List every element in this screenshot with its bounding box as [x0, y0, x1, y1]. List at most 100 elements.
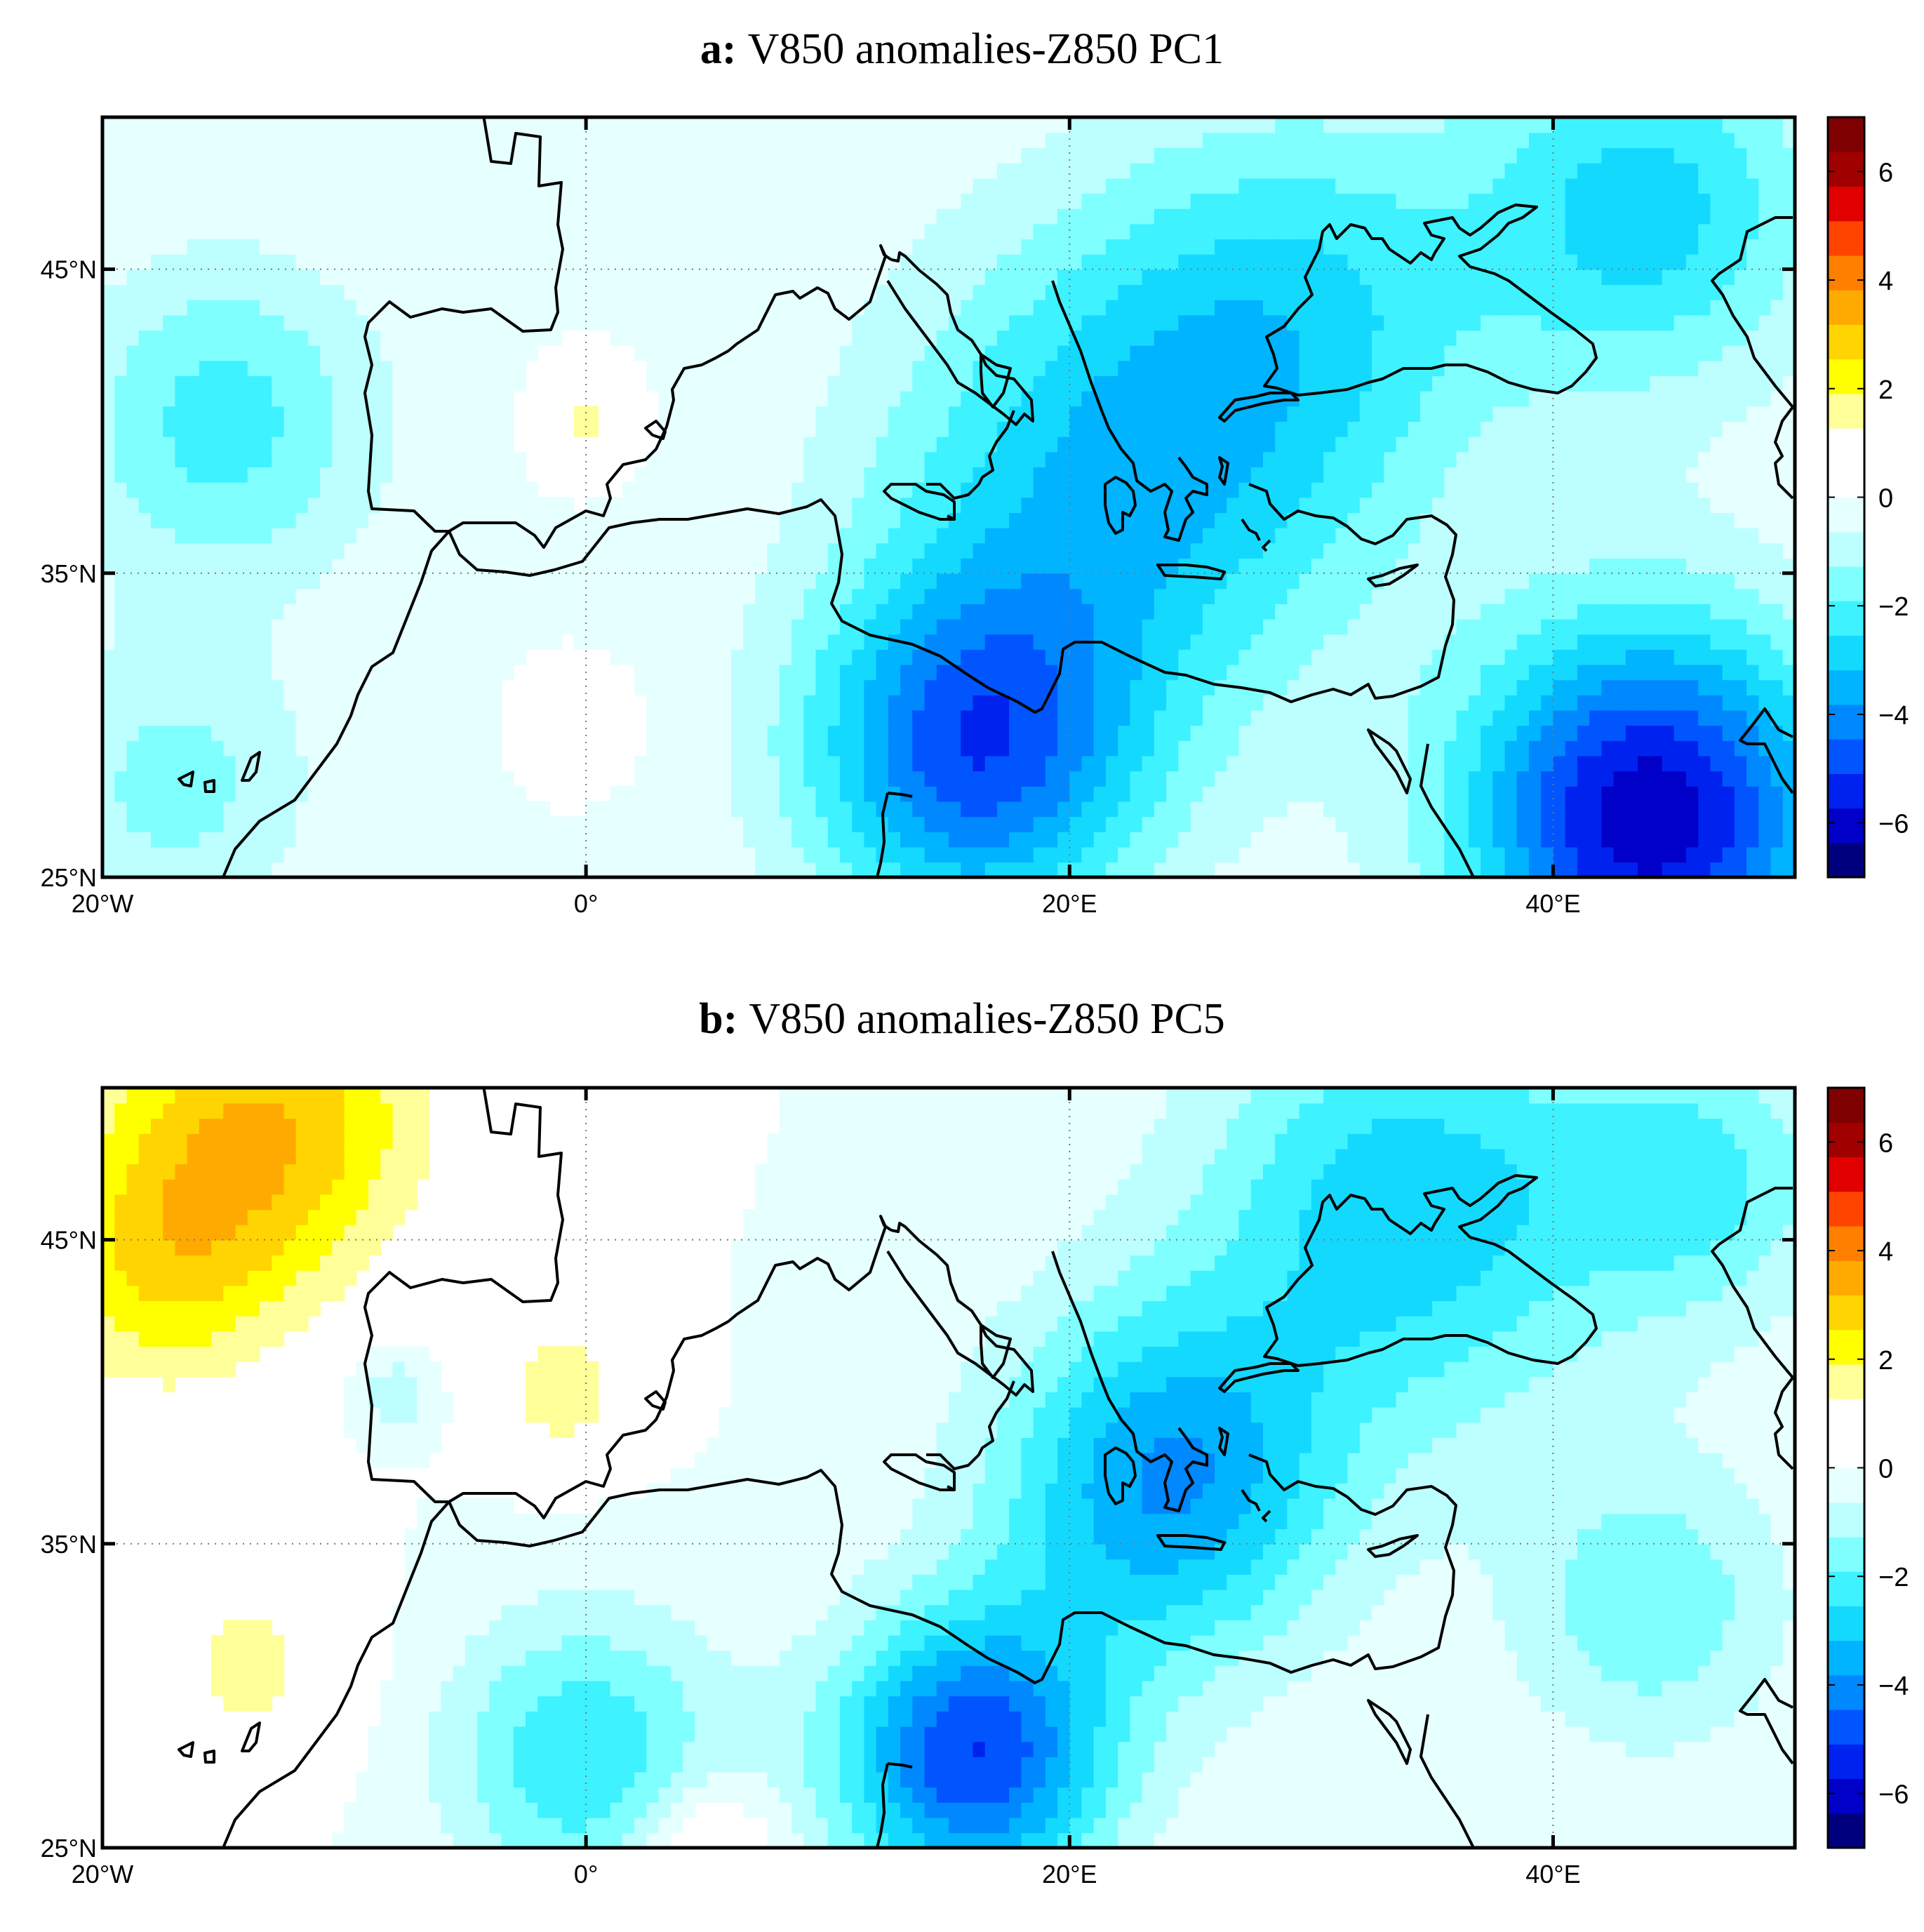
- anomaly-cell: [707, 771, 720, 787]
- anomaly-cell: [1033, 421, 1046, 437]
- anomaly-cell: [102, 178, 116, 194]
- anomaly-cell: [1323, 801, 1337, 818]
- anomaly-cell: [513, 239, 526, 255]
- anomaly-cell: [150, 117, 163, 133]
- anomaly-cell: [779, 801, 792, 818]
- anomaly-cell: [561, 573, 575, 589]
- anomaly-cell: [477, 345, 490, 361]
- anomaly-cell: [1045, 801, 1058, 818]
- anomaly-cell: [622, 862, 635, 877]
- anomaly-cell: [102, 481, 116, 498]
- anomaly-cell: [199, 253, 212, 270]
- anomaly-cell: [791, 330, 805, 346]
- anomaly-cell: [622, 846, 635, 863]
- anomaly-cell: [1323, 284, 1337, 300]
- anomaly-cell: [900, 375, 914, 392]
- anomaly-cell: [416, 253, 429, 270]
- anomaly-cell: [743, 208, 756, 225]
- anomaly-cell: [489, 695, 502, 711]
- anomaly-cell: [876, 512, 889, 528]
- anomaly-cell: [320, 284, 333, 300]
- anomaly-cell: [610, 588, 623, 604]
- anomaly-cell: [307, 284, 321, 300]
- anomaly-cell: [465, 208, 478, 225]
- anomaly-cell: [852, 755, 865, 772]
- anomaly-cell: [1178, 816, 1191, 832]
- anomaly-cell: [973, 193, 986, 209]
- anomaly-cell: [1250, 269, 1264, 286]
- anomaly-cell: [356, 436, 369, 453]
- anomaly-cell: [670, 330, 683, 346]
- anomaly-cell: [441, 740, 454, 757]
- anomaly-cell: [1335, 542, 1349, 559]
- anomaly-cell: [852, 862, 865, 877]
- anomaly-cell: [973, 695, 986, 711]
- anomaly-cell: [211, 664, 225, 681]
- anomaly-cell: [272, 147, 285, 164]
- anomaly-cell: [1238, 421, 1252, 437]
- anomaly-cell: [767, 740, 780, 757]
- anomaly-cell: [223, 421, 236, 437]
- anomaly-cell: [1323, 512, 1337, 528]
- anomaly-cell: [707, 406, 720, 422]
- anomaly-cell: [1033, 467, 1046, 483]
- anomaly-cell: [900, 755, 914, 772]
- anomaly-cell: [1166, 634, 1180, 650]
- anomaly-cell: [223, 284, 236, 300]
- anomaly-cell: [283, 832, 297, 848]
- anomaly-cell: [1009, 467, 1022, 483]
- anomaly-cell: [719, 162, 732, 179]
- anomaly-cell: [150, 725, 163, 741]
- anomaly-cell: [453, 406, 466, 422]
- anomaly-cell: [356, 132, 369, 149]
- anomaly-cell: [211, 634, 225, 650]
- anomaly-cell: [1311, 421, 1324, 437]
- anomaly-cell: [272, 679, 285, 695]
- anomaly-cell: [150, 314, 163, 331]
- anomaly-cell: [1130, 390, 1143, 407]
- anomaly-cell: [1130, 832, 1143, 848]
- anomaly-cell: [477, 467, 490, 483]
- anomaly-cell: [1250, 512, 1264, 528]
- anomaly-cell: [924, 558, 937, 574]
- anomaly-cell: [416, 406, 429, 422]
- anomaly-cell: [839, 193, 853, 209]
- anomaly-cell: [513, 573, 526, 589]
- anomaly-cell: [307, 239, 321, 255]
- anomaly-cell: [1093, 360, 1107, 377]
- anomaly-cell: [1142, 330, 1155, 346]
- anomaly-cell: [791, 695, 805, 711]
- anomaly-cell: [380, 634, 394, 650]
- anomaly-cell: [682, 832, 695, 848]
- anomaly-cell: [1178, 481, 1191, 498]
- anomaly-cell: [791, 345, 805, 361]
- anomaly-cell: [839, 862, 853, 877]
- anomaly-cell: [996, 588, 1010, 604]
- anomaly-cell: [707, 649, 720, 665]
- anomaly-cell: [404, 679, 417, 695]
- anomaly-cell: [1262, 512, 1276, 528]
- anomaly-cell: [610, 208, 623, 225]
- anomaly-cell: [380, 740, 394, 757]
- anomaly-cell: [1118, 679, 1131, 695]
- anomaly-cell: [815, 604, 829, 620]
- anomaly-cell: [1311, 451, 1324, 467]
- anomaly-cell: [573, 178, 587, 194]
- anomaly-cell: [223, 709, 236, 726]
- anomaly-cell: [320, 147, 333, 164]
- anomaly-cell: [1154, 253, 1167, 270]
- anomaly-cell: [1275, 816, 1288, 832]
- anomaly-cell: [223, 436, 236, 453]
- anomaly-cell: [876, 573, 889, 589]
- anomaly-cell: [996, 771, 1010, 787]
- anomaly-cell: [332, 390, 345, 407]
- anomaly-cell: [803, 451, 817, 467]
- anomaly-cell: [211, 816, 225, 832]
- anomaly-cell: [984, 816, 998, 832]
- anomaly-cell: [187, 314, 200, 331]
- anomaly-cell: [163, 132, 176, 149]
- anomaly-cell: [996, 846, 1010, 863]
- anomaly-cell: [150, 239, 163, 255]
- anomaly-cell: [272, 193, 285, 209]
- anomaly-cell: [404, 512, 417, 528]
